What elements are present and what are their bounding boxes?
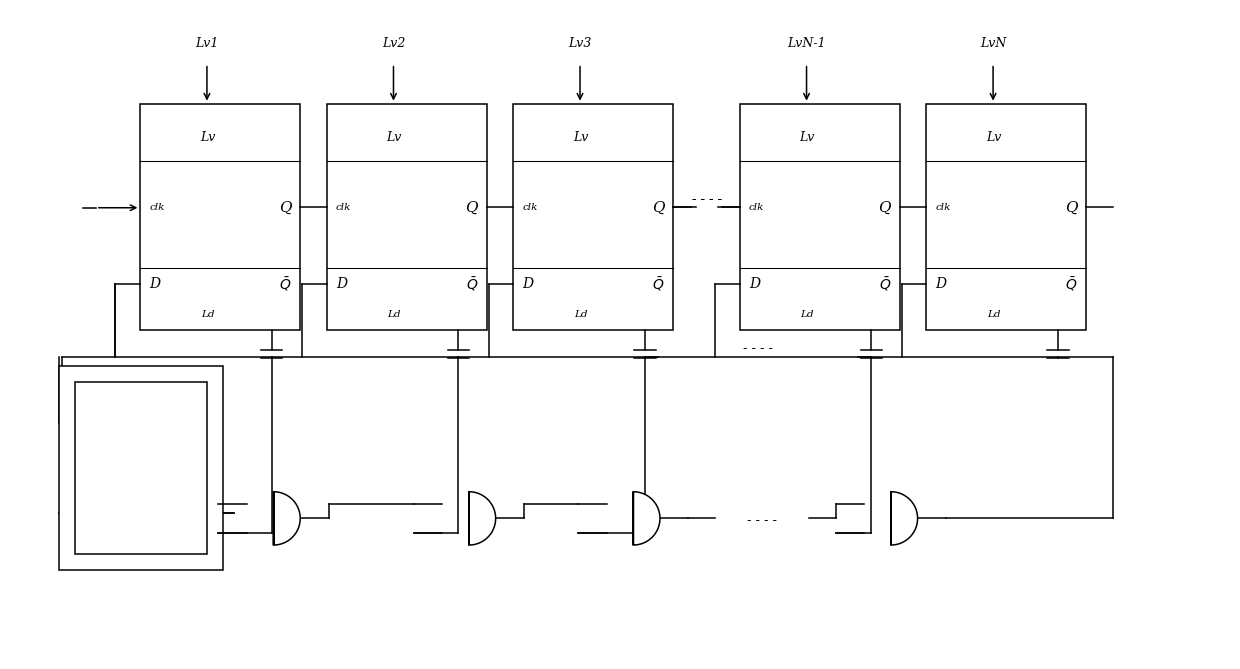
Text: D: D (522, 277, 533, 291)
Text: Ld: Ld (201, 310, 215, 318)
Text: $\bar{Q}$: $\bar{Q}$ (88, 414, 100, 432)
Text: clk: clk (749, 203, 764, 212)
Text: Ld: Ld (987, 310, 1001, 318)
Text: D: D (935, 277, 946, 291)
Text: clk: clk (522, 203, 538, 212)
Text: Lv2: Lv2 (382, 37, 405, 50)
Text: clk: clk (935, 203, 951, 212)
Text: Lv: Lv (387, 131, 402, 144)
Polygon shape (274, 492, 300, 545)
Text: $\bar{Q}$: $\bar{Q}$ (1065, 275, 1078, 293)
Text: - - - -: - - - - (743, 342, 773, 355)
Text: - - - -: - - - - (692, 193, 722, 205)
Text: LvN-1: LvN-1 (787, 37, 826, 50)
Text: D: D (749, 277, 760, 291)
Text: clk: clk (336, 203, 351, 212)
Bar (513, 104, 673, 330)
Text: D: D (188, 416, 200, 429)
Bar (327, 104, 487, 330)
Text: D: D (149, 277, 160, 291)
Polygon shape (890, 492, 918, 545)
Text: Lv3: Lv3 (568, 37, 591, 50)
Text: $\bar{Q}$: $\bar{Q}$ (652, 275, 665, 293)
Polygon shape (469, 492, 496, 545)
Text: Q: Q (465, 201, 477, 215)
Text: Q: Q (279, 201, 291, 215)
Bar (740, 104, 900, 330)
Text: clk: clk (185, 508, 200, 517)
Text: Lv1: Lv1 (195, 37, 218, 50)
Bar (58, 365, 223, 570)
Text: Ld: Ld (387, 310, 401, 318)
Text: Lv: Lv (986, 131, 1002, 144)
Text: $\bar{Q}$: $\bar{Q}$ (879, 275, 890, 293)
Text: D: D (336, 277, 347, 291)
Bar (140, 104, 300, 330)
Polygon shape (634, 492, 660, 545)
Text: Lv: Lv (800, 131, 815, 144)
Bar (74, 381, 207, 554)
Text: $\bar{Q}$: $\bar{Q}$ (279, 275, 291, 293)
Text: $\bar{Q}$: $\bar{Q}$ (465, 275, 477, 293)
Text: - - - -: - - - - (692, 193, 722, 205)
Text: Q: Q (878, 201, 890, 215)
Bar (926, 104, 1086, 330)
Text: Ld: Ld (800, 310, 813, 318)
Text: - - - -: - - - - (748, 514, 777, 527)
Text: Q: Q (1065, 201, 1078, 215)
Text: Lv: Lv (200, 131, 216, 144)
Text: clk: clk (149, 203, 165, 212)
Text: Ld: Ld (574, 310, 588, 318)
Text: Q: Q (652, 201, 665, 215)
Text: Q: Q (88, 506, 99, 520)
Text: Lv: Lv (573, 131, 588, 144)
Text: LvN: LvN (980, 37, 1007, 50)
